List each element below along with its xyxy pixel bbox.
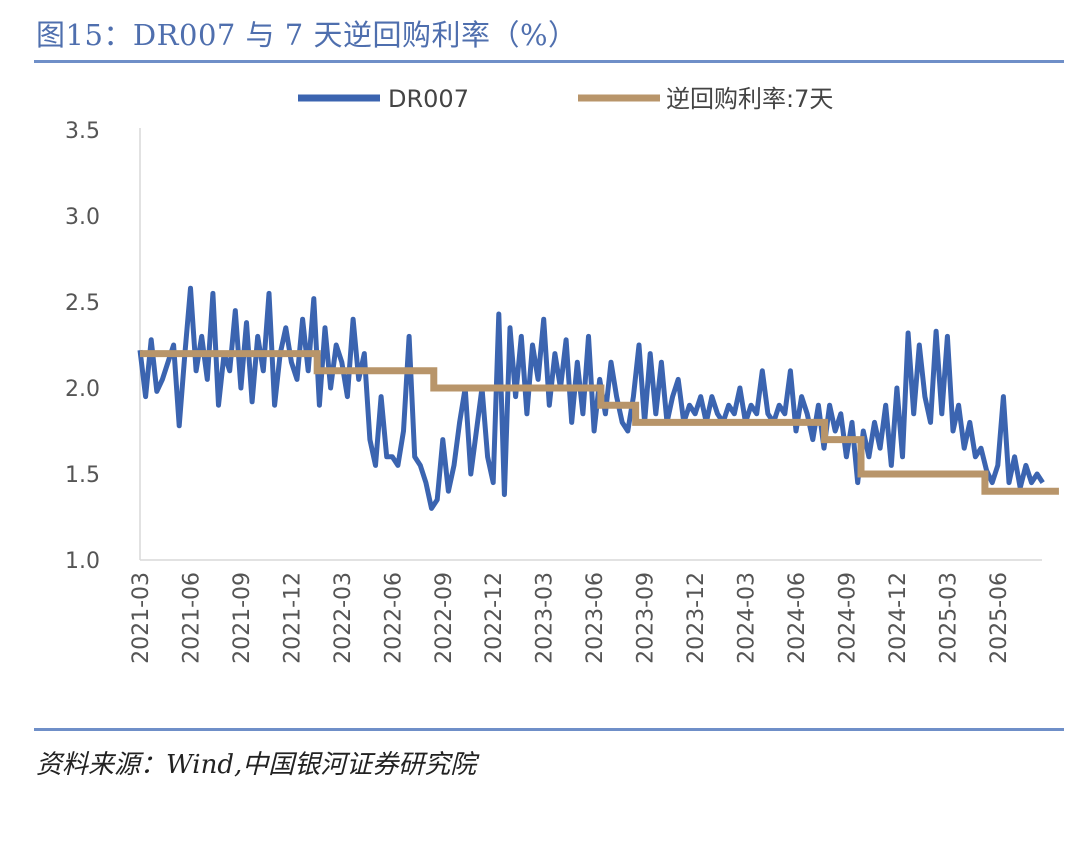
x-tick-label: 2022-09 <box>432 572 457 664</box>
bottom-rule <box>34 728 1064 731</box>
x-tick-label: 2022-03 <box>331 572 356 664</box>
x-tick-label: 2022-12 <box>482 572 507 664</box>
x-tick-label: 2023-12 <box>684 572 709 664</box>
source-note: 资料来源：Wind,中国银河证券研究院 <box>36 750 477 780</box>
x-tick-label: 2024-03 <box>735 572 760 664</box>
x-tick-label: 2025-03 <box>936 572 961 664</box>
x-tick-label: 2024-12 <box>886 572 911 664</box>
x-tick-label: 2021-06 <box>179 572 204 664</box>
y-tick-label: 2.0 <box>65 377 100 402</box>
repo-rate-step-line <box>140 350 1059 495</box>
x-tick-label: 2024-09 <box>835 572 860 664</box>
y-tick-label: 2.5 <box>65 291 100 316</box>
x-tick-label: 2023-03 <box>533 572 558 664</box>
legend: DR007 逆回购利率:7天 <box>298 85 833 113</box>
y-tick-label: 1.5 <box>65 463 100 488</box>
x-tick-label: 2021-12 <box>280 572 305 664</box>
x-tick-label: 2023-09 <box>634 572 659 664</box>
y-tick-label: 1.0 <box>65 549 100 574</box>
y-tick-label: 3.0 <box>65 205 100 230</box>
x-tick-label: 2021-03 <box>129 572 154 664</box>
x-tick-label: 2022-06 <box>381 572 406 664</box>
y-tick-label: 3.5 <box>65 119 100 144</box>
legend-label-dr007: DR007 <box>388 85 469 113</box>
x-tick-label: 2024-06 <box>785 572 810 664</box>
top-rule <box>34 60 1064 63</box>
chart-title: 图15：DR007 与 7 天逆回购利率（%） <box>36 18 578 52</box>
x-tick-label: 2025-06 <box>987 572 1012 664</box>
x-tick-label: 2023-06 <box>583 572 608 664</box>
legend-label-repo: 逆回购利率:7天 <box>666 85 833 113</box>
x-tick-label: 2021-09 <box>230 572 255 664</box>
